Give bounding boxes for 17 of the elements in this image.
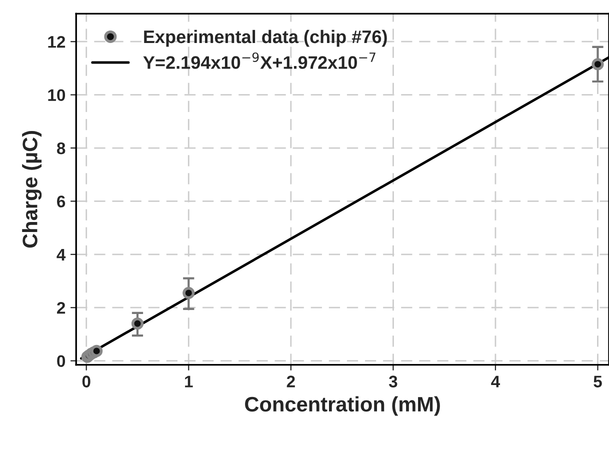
x-tick-label: 5 bbox=[594, 376, 602, 388]
y-tick-label: 8 bbox=[56, 142, 66, 154]
y-tick-label: 6 bbox=[57, 196, 66, 208]
y-tick-label: 10 bbox=[48, 89, 66, 102]
x-tick-label: 0 bbox=[82, 376, 90, 388]
legend-label: Experimental data (chip #76) bbox=[144, 30, 387, 47]
y-tick-label: 2 bbox=[57, 302, 66, 314]
x-tick-label: 1 bbox=[185, 376, 193, 388]
y-tick-label: 0 bbox=[57, 355, 66, 368]
x-tick-label: 4 bbox=[491, 376, 500, 388]
y-tick-label: 4 bbox=[56, 248, 66, 260]
y-axis-title: Charge (µC) bbox=[22, 131, 42, 248]
y-tick-label: 12 bbox=[48, 36, 66, 48]
x-axis-title: Concentration (mM) bbox=[245, 396, 440, 416]
x-tick-label: 2 bbox=[286, 376, 295, 388]
legend-label: Y=2.194x10$^{−9}$X+1.972x10$^{−7}$ bbox=[143, 52, 376, 69]
x-tick-label: 3 bbox=[388, 376, 398, 388]
